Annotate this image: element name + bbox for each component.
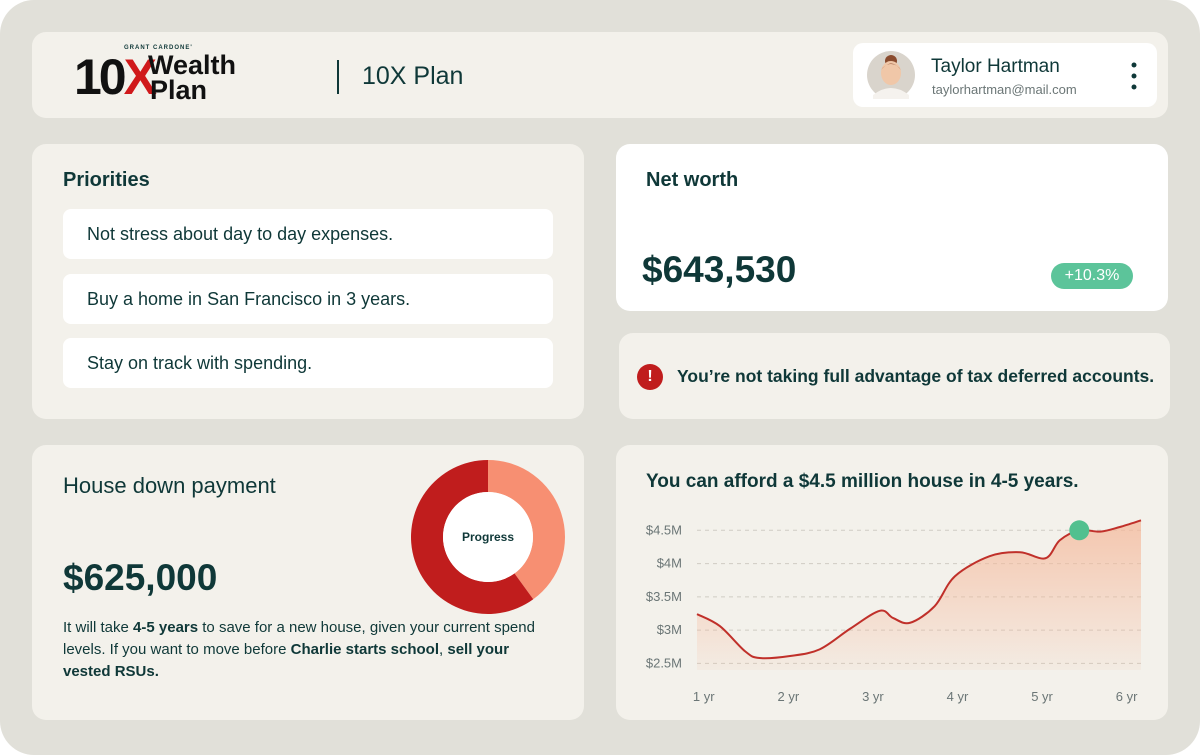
priorities-title: Priorities	[63, 169, 150, 191]
y-tick-label: $3M	[657, 622, 682, 637]
x-tick-label: 5 yr	[1031, 689, 1053, 704]
x-tick-label: 2 yr	[778, 689, 800, 704]
description-segment: ,	[439, 641, 448, 658]
highlight-point	[1069, 520, 1090, 541]
net-worth-title: Net worth	[646, 169, 739, 191]
description-segment: sell your vested RSUs.	[63, 641, 510, 680]
net-worth-card: Net worth $643,530 +10.3%	[616, 144, 1168, 311]
description-segment: 4-5 years	[133, 619, 199, 636]
menu-button[interactable]	[1129, 61, 1139, 91]
x-tick-label: 3 yr	[862, 689, 884, 704]
logo-line2: Plan	[150, 75, 208, 105]
area	[697, 520, 1141, 670]
line-chart: You can afford a $4.5 million house in 4…	[646, 471, 1142, 704]
logo-brand: GRANT CARDONE'	[124, 45, 193, 51]
logo-mark: 10X	[74, 48, 157, 106]
header-bar: GRANT CARDONE' 10X Wealth Plan 10X Plan …	[32, 32, 1168, 118]
donut-center-label: Progress	[462, 530, 514, 544]
x-tick-label: 4 yr	[947, 689, 969, 704]
donut-chart: Progress	[410, 460, 565, 614]
donut-hole	[443, 492, 533, 582]
x-tick-label: 6 yr	[1116, 689, 1138, 704]
y-tick-label: $4.5M	[646, 522, 682, 537]
user-name: Taylor Hartman	[931, 56, 1060, 77]
change-pill: +10.3%	[1051, 263, 1133, 289]
chart-card: You can afford a $4.5 million house in 4…	[616, 445, 1168, 720]
description-segment: to save for a new house, given your curr…	[63, 619, 535, 658]
logo-mark-x: X	[123, 49, 157, 105]
priority-item: Not stress about day to day expenses.	[63, 209, 553, 259]
description-segment: It will take	[63, 619, 134, 636]
donut-segment	[410, 460, 534, 614]
logo-line1: Wealth	[148, 50, 237, 80]
donut-segment	[488, 460, 565, 600]
house-card: House down payment $625,000 It will take…	[32, 445, 584, 720]
user-card[interactable]: Taylor Hartman taylorhartman@mail.com	[853, 43, 1157, 107]
header-title: 10X Plan	[362, 62, 464, 90]
house-title: House down payment	[63, 473, 276, 498]
alert-card: ! You’re not taking full advantage of ta…	[619, 333, 1170, 419]
house-amount: $625,000	[63, 557, 218, 598]
priority-item: Stay on track with spending.	[63, 338, 553, 388]
user-email: taylorhartman@mail.com	[932, 82, 1077, 97]
y-tick-label: $3.5M	[646, 589, 682, 604]
priorities-card: Priorities Not stress about day to day e…	[32, 144, 584, 419]
chart-title: You can afford a $4.5 million house in 4…	[646, 471, 1079, 492]
y-tick-label: $2.5M	[646, 655, 682, 670]
priority-item: Buy a home in San Francisco in 3 years.	[63, 273, 553, 324]
y-tick-label: $4M	[657, 556, 682, 571]
logo-mark-digits: 10	[74, 49, 127, 105]
x-tick-label: 1 yr	[693, 689, 715, 704]
avatar	[867, 51, 915, 99]
divider	[337, 60, 339, 94]
description-segment: Charlie starts school	[290, 641, 440, 658]
net-worth-amount: $643,530	[642, 249, 797, 290]
alert-text: You’re not taking full advantage of tax …	[677, 366, 1155, 386]
alert-icon: !	[637, 364, 663, 390]
house-description: It will take 4-5 years to save for a new…	[63, 617, 543, 683]
